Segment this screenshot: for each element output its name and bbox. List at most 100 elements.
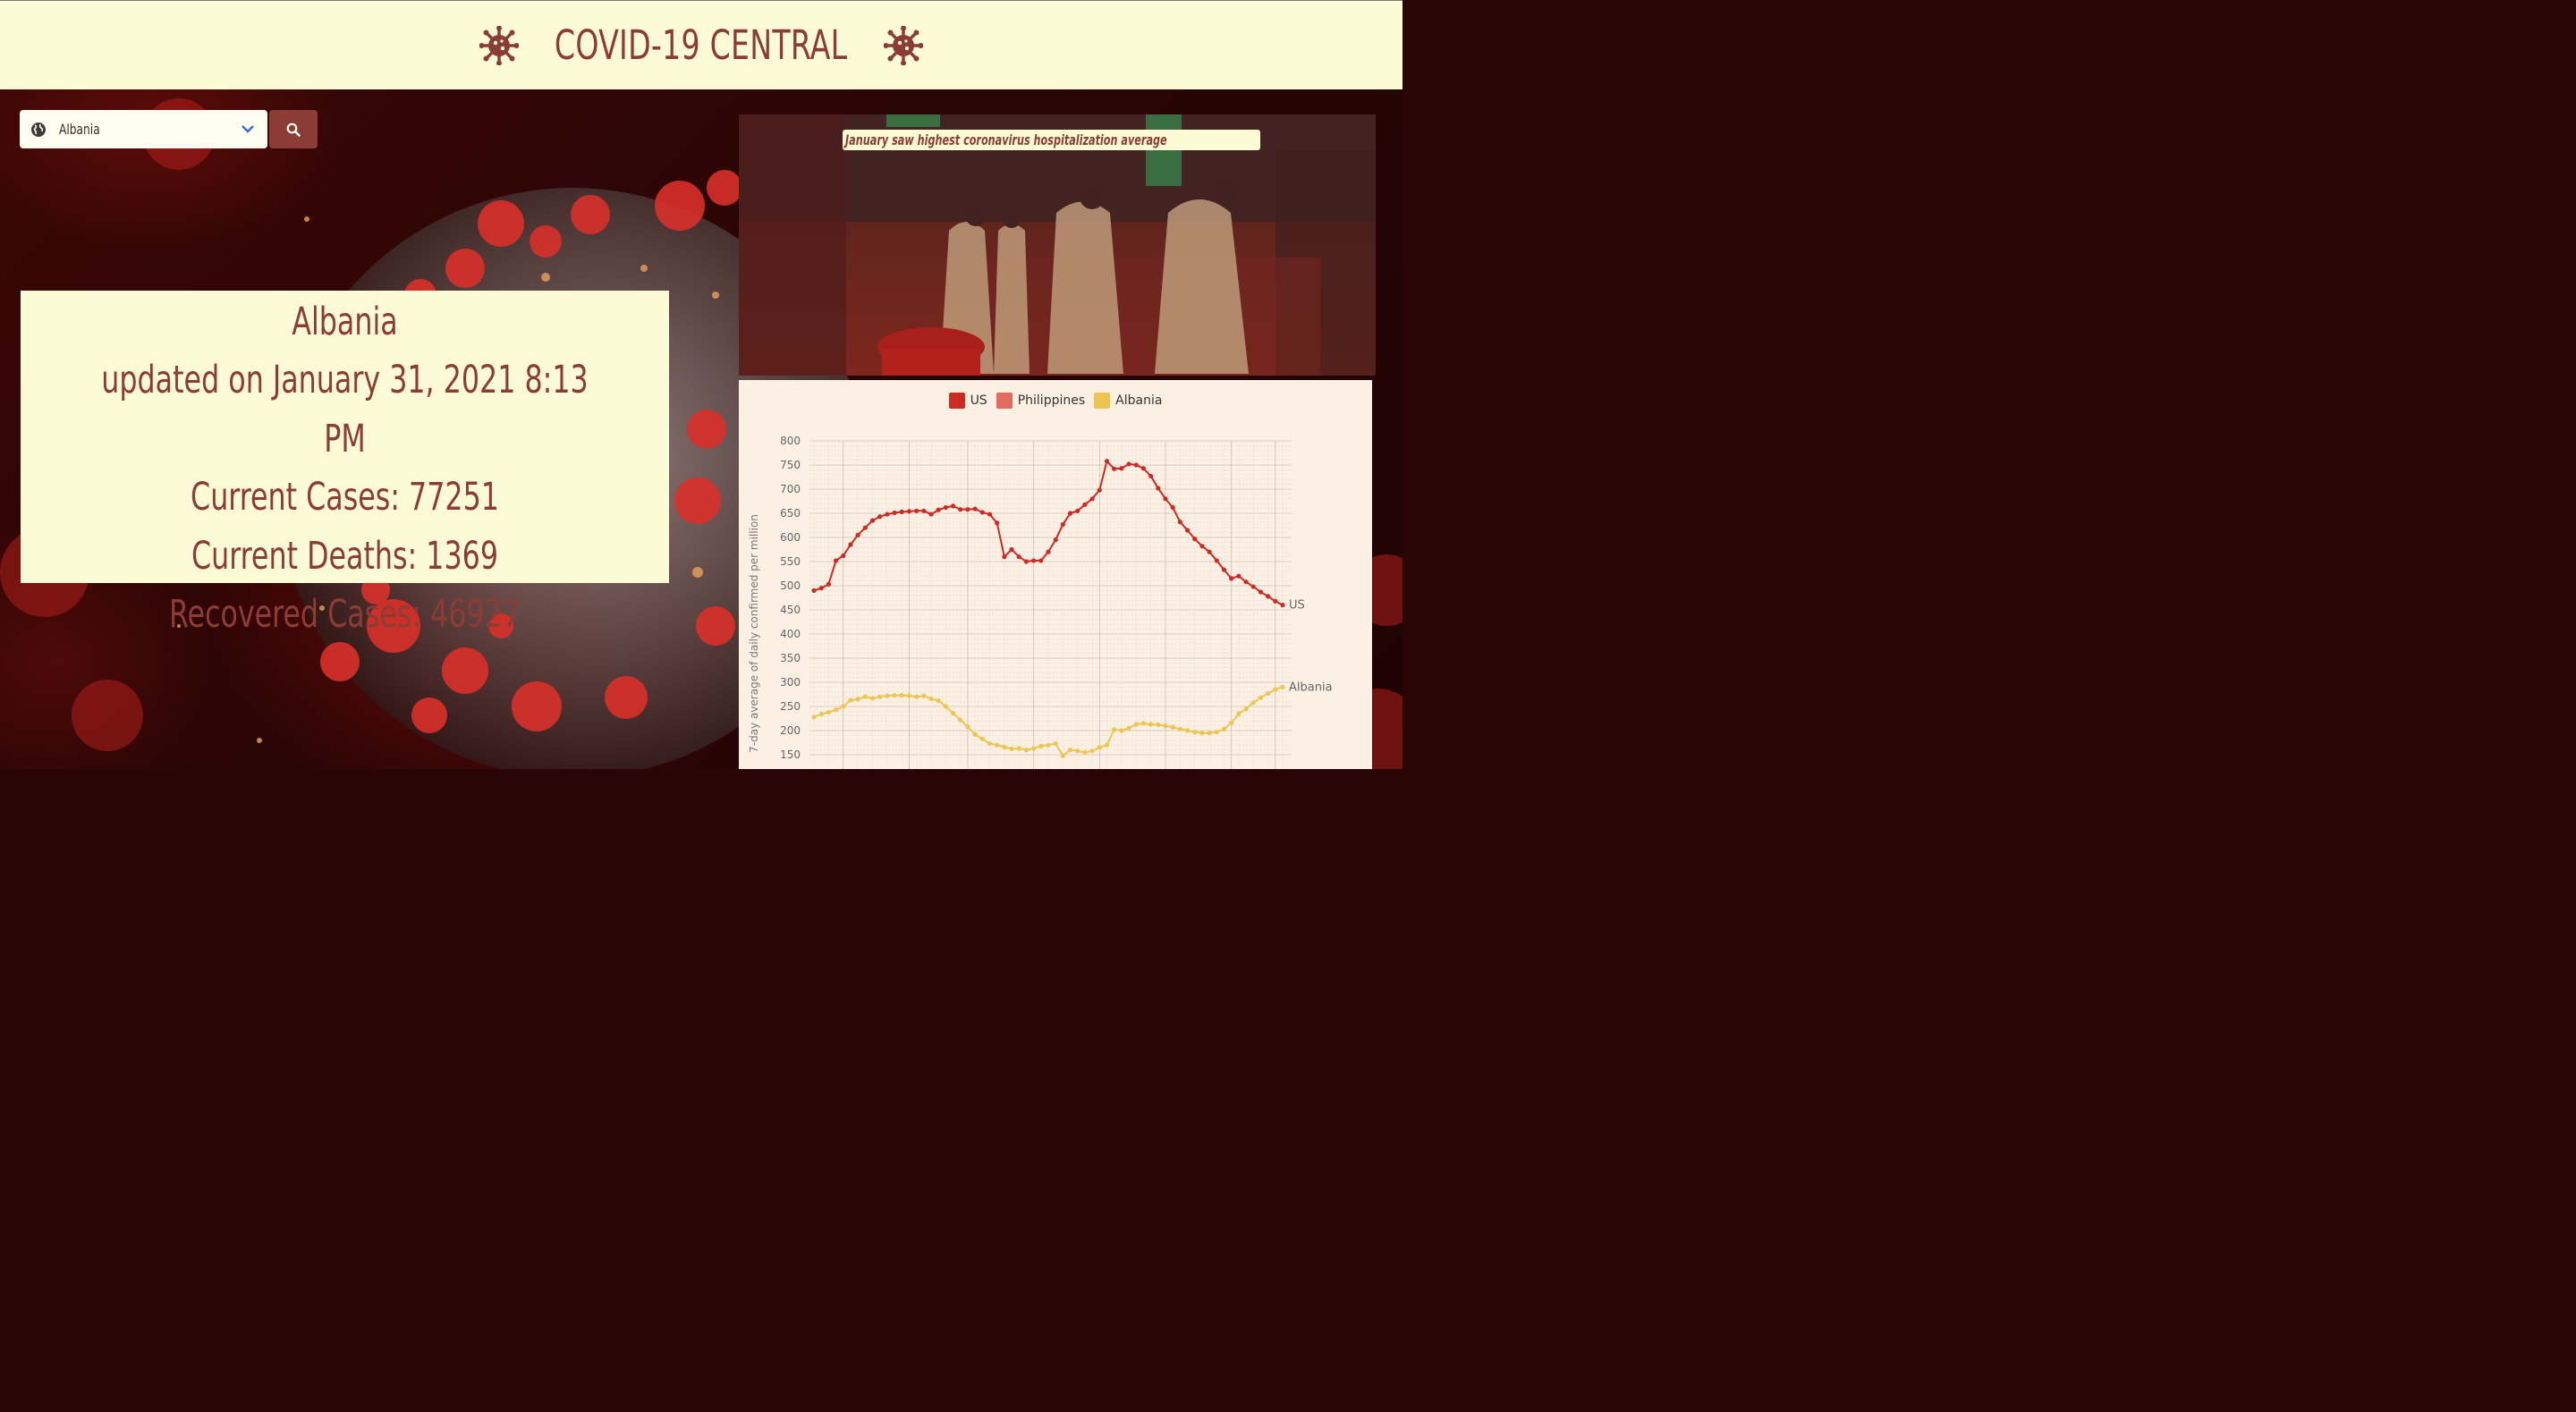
y-tick-label: 750	[780, 459, 801, 471]
data-point-albania	[1089, 748, 1095, 754]
search-button[interactable]	[269, 110, 318, 148]
data-point-albania	[1184, 728, 1191, 733]
globe-icon	[31, 122, 46, 137]
data-point-us	[1126, 461, 1131, 467]
updated-timestamp: updated on January 31, 2021 8:13 PM	[101, 358, 589, 461]
data-point-albania	[892, 692, 897, 698]
virus-icon	[883, 25, 923, 65]
data-point-us	[1199, 544, 1205, 549]
data-point-us	[1089, 496, 1095, 502]
y-axis-label: 7-day average of daily confirmed per mil…	[748, 514, 760, 753]
data-point-us	[1031, 558, 1037, 563]
data-point-albania	[1002, 744, 1007, 749]
data-point-us	[1119, 466, 1124, 471]
y-tick-label: 300	[780, 676, 801, 689]
data-point-albania	[1126, 725, 1131, 731]
data-point-us	[1075, 508, 1080, 513]
data-point-us	[848, 542, 853, 547]
news-story-card[interactable]: January saw highest coronavirus hospital…	[739, 114, 1376, 376]
data-point-albania	[1104, 742, 1110, 748]
selected-country: Albania	[59, 121, 100, 138]
recovered-cases: Recovered Cases: 46927	[169, 592, 521, 638]
y-tick-label: 200	[780, 724, 801, 737]
data-point-us	[987, 512, 993, 517]
data-point-us	[995, 520, 1000, 526]
data-point-albania	[1038, 743, 1044, 748]
data-point-albania	[869, 696, 876, 701]
legend-label-philippines: Philippines	[1017, 393, 1086, 408]
data-point-albania	[1031, 746, 1037, 751]
data-point-us	[892, 510, 897, 516]
data-point-albania	[841, 704, 846, 709]
data-point-us	[818, 586, 824, 591]
data-point-us	[1002, 554, 1007, 560]
data-point-albania	[1140, 721, 1147, 726]
data-point-albania	[1148, 722, 1154, 727]
data-point-us	[1170, 504, 1175, 511]
current-cases: Current Cases: 77251	[191, 475, 499, 520]
data-point-albania	[1075, 748, 1080, 754]
data-point-us	[1053, 537, 1058, 543]
data-point-us	[855, 532, 860, 537]
data-point-albania	[921, 693, 927, 698]
data-point-us	[1016, 554, 1021, 560]
data-point-albania	[1199, 731, 1205, 736]
data-point-us	[906, 509, 912, 514]
data-point-albania	[1266, 690, 1271, 697]
data-point-us	[1104, 459, 1110, 464]
data-point-us	[1060, 521, 1065, 528]
data-point-albania	[1060, 753, 1065, 758]
data-point-us	[1148, 473, 1154, 479]
legend-item-albania[interactable]: Albania	[1094, 393, 1162, 409]
data-point-albania	[1133, 722, 1139, 727]
data-point-albania	[1280, 684, 1285, 689]
data-point-albania	[1192, 730, 1198, 735]
data-point-us	[1236, 573, 1241, 579]
data-point-us	[965, 507, 970, 512]
legend-label-us: US	[970, 393, 987, 408]
chart-legend: US Philippines Albania	[739, 393, 1372, 409]
data-point-us	[921, 508, 927, 513]
data-point-us	[1112, 466, 1117, 471]
country-select[interactable]: Albania	[20, 110, 267, 148]
data-point-albania	[914, 694, 919, 699]
y-tick-label: 400	[780, 628, 801, 640]
data-point-albania	[928, 696, 934, 701]
data-point-albania	[936, 698, 941, 704]
news-headline[interactable]: January saw highest coronavirus hospital…	[843, 130, 1261, 150]
legend-swatch-philippines	[996, 393, 1013, 409]
data-point-albania	[943, 704, 948, 709]
news-photo	[739, 114, 1376, 376]
data-point-us	[885, 512, 890, 517]
data-point-albania	[1009, 746, 1014, 752]
series-end-label-us: US	[1289, 599, 1305, 613]
data-point-albania	[1163, 723, 1168, 729]
data-point-albania	[987, 740, 993, 747]
country-name: Albania	[292, 300, 398, 344]
data-point-albania	[1119, 728, 1124, 733]
data-point-us	[1038, 558, 1044, 563]
data-point-us	[826, 581, 831, 587]
legend-item-philippines[interactable]: Philippines	[996, 393, 1085, 409]
y-tick-label: 800	[780, 435, 801, 447]
y-tick-label: 500	[780, 579, 801, 592]
data-point-albania	[1243, 706, 1249, 712]
data-point-us	[1184, 528, 1191, 533]
chevron-down-icon	[242, 125, 254, 133]
data-point-albania	[811, 714, 817, 720]
data-point-albania	[1023, 748, 1030, 753]
data-point-us	[958, 507, 963, 512]
data-point-us	[928, 512, 934, 517]
data-point-albania	[1170, 724, 1175, 730]
data-point-us	[1207, 549, 1212, 554]
data-point-us	[841, 553, 846, 559]
data-point-albania	[1156, 722, 1161, 728]
data-point-albania	[1177, 726, 1182, 731]
legend-item-us[interactable]: US	[948, 393, 987, 409]
y-tick-label: 350	[780, 652, 801, 664]
data-point-albania	[1229, 720, 1234, 725]
data-point-albania	[1236, 711, 1241, 716]
data-point-albania	[1273, 687, 1278, 692]
data-point-albania	[1082, 749, 1088, 755]
site-title: COVID-19 CENTRAL	[555, 21, 848, 69]
